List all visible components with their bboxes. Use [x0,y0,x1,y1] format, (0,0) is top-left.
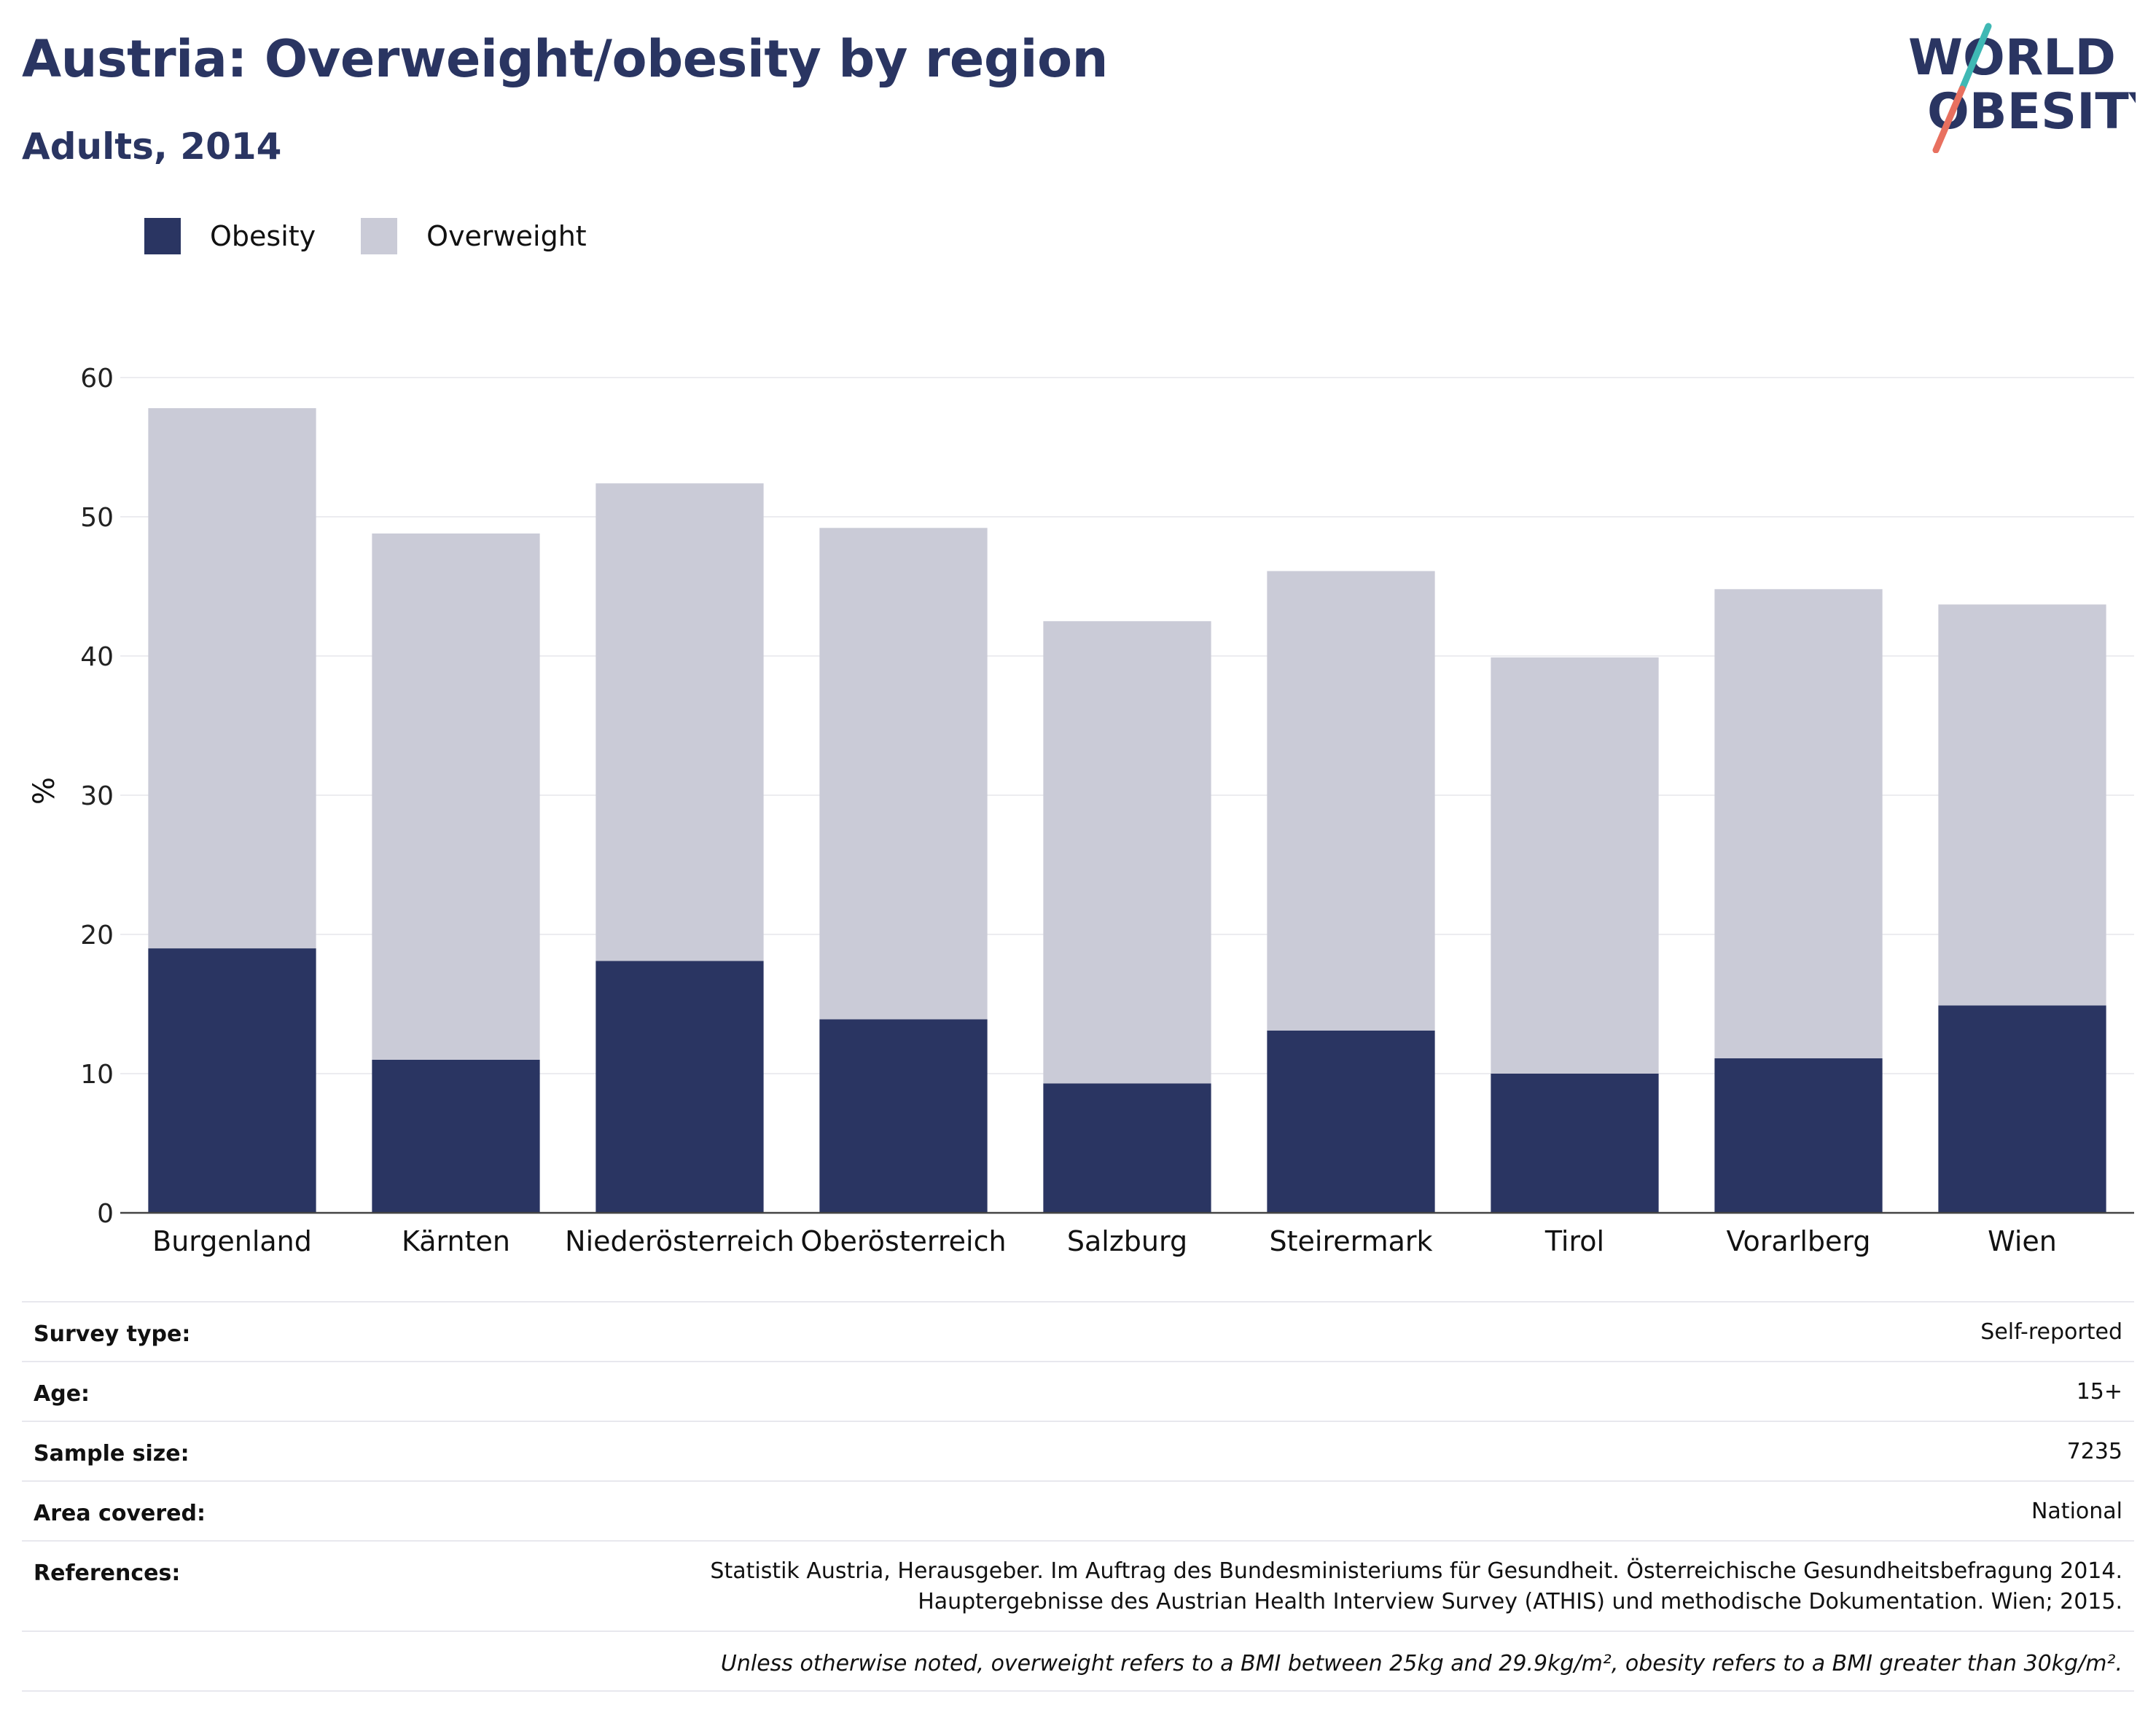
legend-label-overweight: Overweight [426,220,587,252]
bar-overweight [1938,604,2106,1006]
bar-overweight [595,483,764,961]
bar-obesity [1043,1083,1211,1213]
meta-value-references: Statistik Austria, Herausgeber. Im Auftr… [710,1556,2122,1617]
meta-value-area-covered: National [2031,1499,2122,1524]
bar-overweight [1043,621,1211,1084]
y-tick-label: 50 [80,503,114,533]
bar-overweight [1267,571,1435,1031]
x-category-label: Tirol [1544,1225,1604,1257]
bar-overweight [1491,657,1659,1074]
meta-row-area-covered: Area covered: National [22,1482,2134,1542]
bar-obesity [1714,1058,1883,1213]
bar-obesity [148,948,316,1213]
legend-label-obesity: Obesity [210,220,316,252]
bar-obesity [1267,1030,1435,1213]
chart-subtitle: Adults, 2014 [22,125,282,168]
y-tick-label: 30 [80,781,114,811]
y-tick-label: 10 [80,1060,114,1090]
chart-legend: Obesity Overweight [144,217,632,255]
bar-overweight [1714,589,1883,1058]
y-tick-label: 40 [80,642,114,672]
x-category-label: Vorarlberg [1727,1225,1871,1257]
bars [148,408,2106,1213]
meta-key-survey-type: Survey type: [34,1321,191,1347]
bar-obesity [819,1019,988,1213]
bmi-definition-note: Unless otherwise noted, overweight refer… [22,1632,2134,1692]
y-tick-label: 0 [97,1199,114,1229]
stacked-bar-chart: 0 10 20 30 40 50 60 Burgenland Kärnten Niederöste… [28,364,2134,1257]
meta-value-sample-size: 7235 [2066,1439,2122,1464]
legend-item-obesity[interactable]: Obesity [144,218,316,254]
x-category-label: Burgenland [152,1225,312,1257]
meta-key-sample-size: Sample size: [34,1441,190,1467]
meta-key-area-covered: Area covered: [34,1501,206,1526]
bar-overweight [372,533,540,1060]
bar-obesity [1938,1005,2106,1213]
bar-overweight [819,528,988,1020]
world-obesity-logo: WORLD OBESITY [1908,23,2136,153]
meta-key-references: References: [34,1561,181,1586]
y-tick-label: 60 [80,364,114,394]
x-category-label: Niederösterreich [565,1225,794,1257]
bar-obesity [1491,1074,1659,1213]
chart-title: Austria: Overweight/obesity by region [22,29,1108,89]
reference-line-1: Statistik Austria, Herausgeber. Im Auftr… [710,1558,2122,1584]
x-category-label: Oberösterreich [800,1225,1006,1257]
logo-text-world: WORLD [1908,29,2116,87]
metadata-table: Survey type: Self-reported Age: 15+ Samp… [22,1301,2134,1692]
x-category-label: Wien [1988,1225,2057,1257]
meta-value-survey-type: Self-reported [1980,1319,2122,1345]
bar-obesity [372,1059,540,1213]
reference-line-2: Hauptergebnisse des Austrian Health Inte… [918,1589,2122,1614]
x-category-label: Salzburg [1067,1225,1187,1257]
y-axis-title: % [28,777,61,805]
x-category-label: Kärnten [402,1225,510,1257]
meta-row-sample-size: Sample size: 7235 [22,1422,2134,1482]
x-category-label: Steirermark [1269,1225,1432,1257]
meta-key-age: Age: [34,1381,90,1407]
legend-swatch-overweight [361,218,398,254]
y-tick-label: 20 [80,921,114,950]
logo-slash-bottom [1932,85,1966,153]
meta-value-age: 15+ [2076,1379,2122,1405]
meta-row-age: Age: 15+ [22,1362,2134,1422]
bar-overweight [148,408,316,949]
legend-item-overweight[interactable]: Overweight [361,218,587,254]
logo-slash-top [1958,23,1992,93]
legend-swatch-obesity [144,218,181,254]
meta-row-references: References: Statistik Austria, Herausgeb… [22,1542,2134,1632]
meta-row-survey-type: Survey type: Self-reported [22,1303,2134,1362]
bar-obesity [595,961,764,1213]
axes: 0 10 20 30 40 50 60 Burgenland Kärnten Niederöste… [80,364,2134,1257]
